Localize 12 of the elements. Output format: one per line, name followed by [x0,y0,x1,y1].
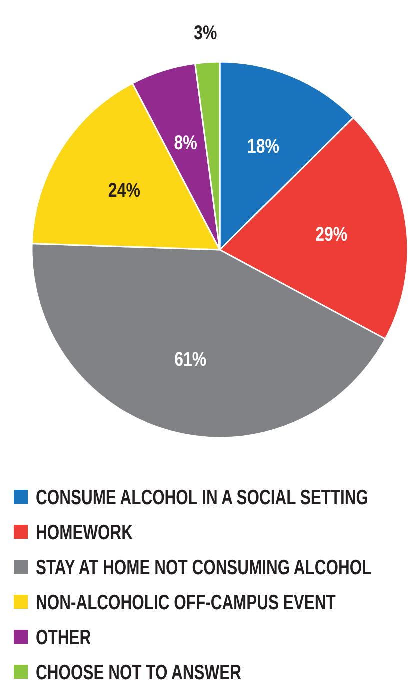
legend-label: OTHER [36,625,92,649]
data-label: 29% [316,223,348,246]
legend-label: STAY AT HOME NOT CONSUMING ALCOHOL [36,555,372,579]
legend-label: HOMEWORK [36,520,134,544]
data-label: 24% [108,179,140,202]
legend-label: NON-ALCOHOLIC OFF-CAMPUS EVENT [36,590,336,614]
data-label: 18% [247,135,280,158]
data-label: 61% [174,348,207,370]
legend-label: CHOOSE NOT TO ANSWER [36,660,242,684]
data-label: 3% [194,22,218,44]
legend-label: CONSUME ALCOHOL IN A SOCIAL SETTING [36,485,369,509]
data-label: 8% [174,132,198,154]
